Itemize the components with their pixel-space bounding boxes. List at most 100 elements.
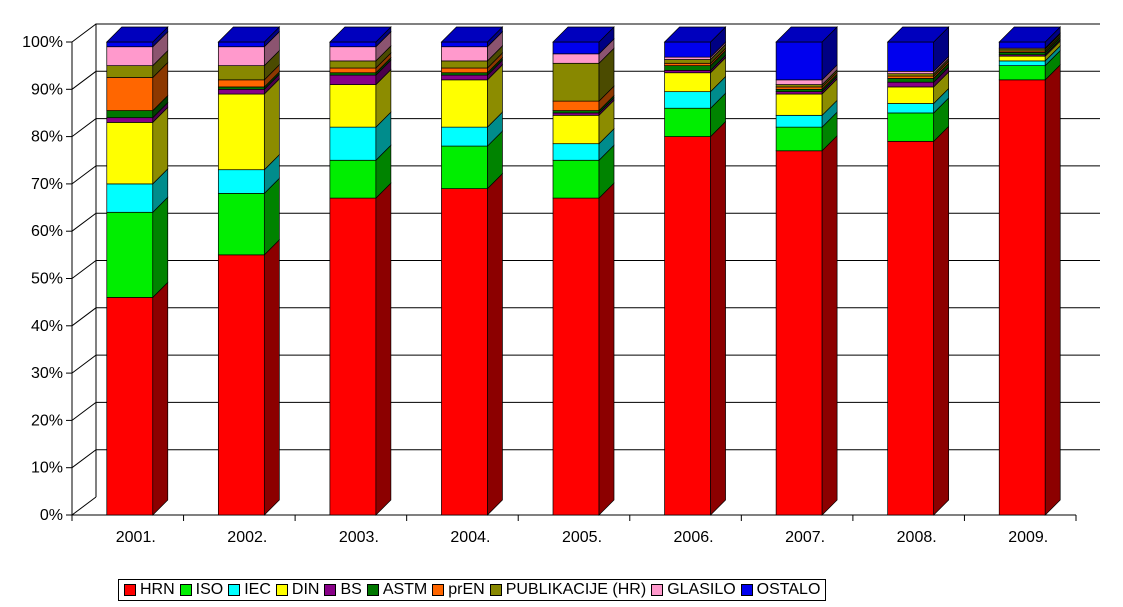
- bar-2005-hrn: [552, 197, 600, 516]
- bar-2009-iec: [998, 60, 1046, 66]
- bar-2003-pren: [329, 67, 377, 74]
- bar-2005-publikacije-hr: [552, 62, 600, 102]
- bar-2006-hrn: [664, 136, 711, 516]
- bar-2006-ostalo: [664, 41, 711, 58]
- bar-2003-ostalo: [329, 41, 377, 48]
- bar-2008-astm: [887, 78, 935, 83]
- legend-swatch: [179, 584, 192, 596]
- bar-2003-glasilo: [329, 46, 377, 62]
- bar-2001-iso: [106, 211, 154, 298]
- bar-2002-glasilo: [217, 46, 265, 66]
- legend-swatch: [740, 584, 753, 596]
- legend-item: ASTM: [366, 581, 428, 599]
- bar-2002-iso: [217, 193, 265, 256]
- bar-2006-din: [664, 72, 711, 93]
- legend-swatch: [275, 584, 288, 596]
- bar-2007-hrn: [775, 150, 823, 516]
- legend-item: IEC: [228, 581, 271, 599]
- y-tick-label: 10%: [31, 460, 63, 477]
- bar-2003-iso: [329, 159, 377, 199]
- bar-2007-top: [775, 26, 838, 43]
- y-tick-label: 50%: [31, 271, 63, 288]
- y-tick-label: 0%: [40, 507, 63, 524]
- legend-label: GLASILO: [667, 581, 736, 598]
- bar-2002-din: [217, 93, 265, 171]
- bar-2001-astm: [106, 110, 154, 119]
- bar-2001-hrn-side: [152, 281, 169, 516]
- bar-2004-publikacije-hr: [441, 60, 488, 69]
- gridline: [71, 354, 1100, 374]
- bar-2003-astm: [329, 72, 377, 76]
- bar-2002-hrn-side: [263, 239, 280, 516]
- legend-label: ASTM: [382, 581, 428, 598]
- floor-edge: [71, 496, 97, 516]
- bar-stack-2004: [440, 26, 504, 516]
- legend-item: ISO: [179, 581, 224, 599]
- bar-2006-astm: [664, 65, 711, 71]
- bar-stack-2001: [105, 26, 169, 516]
- bar-2008-din: [887, 86, 935, 104]
- y-tick-label: 100%: [22, 34, 63, 51]
- gridline: [71, 401, 1100, 421]
- gridline: [71, 23, 1100, 43]
- x-tick-label: 2003.: [339, 529, 379, 546]
- y-tick-label: 90%: [31, 81, 63, 98]
- bar-2003-din: [329, 84, 377, 128]
- bar-2004-iec: [441, 126, 488, 147]
- legend-label: prEN: [448, 581, 485, 598]
- bar-2007-iec: [775, 114, 823, 128]
- bar-2009-astm: [998, 52, 1046, 56]
- bar-2008-iec: [887, 103, 935, 114]
- bar-2005-iec: [552, 143, 600, 161]
- legend: HRN ISO IEC DIN BS ASTM prEN PUBLIKACIJE (HR) GL…: [118, 579, 827, 601]
- bar-2009-iso: [998, 65, 1046, 81]
- legend-swatch: [228, 584, 241, 596]
- bar-stack-2005: [552, 26, 615, 516]
- bar-2003-hrn-side: [375, 182, 392, 516]
- legend-label: IEC: [244, 581, 271, 598]
- x-tick-label: 2008.: [897, 529, 937, 546]
- x-axis-ticks: 2001. 2002. 2003. 2004. 2005. 2006. 2007. 2008.…: [71, 515, 1077, 546]
- bar-2007-iso: [775, 126, 823, 152]
- bar-2006-bs: [664, 70, 711, 74]
- legend-label: ISO: [195, 581, 224, 598]
- legend-item: GLASILO: [651, 581, 736, 599]
- legend-swatch: [651, 584, 664, 596]
- bar-2005-top: [552, 26, 615, 43]
- bar-2008-iso: [887, 112, 935, 142]
- bar-2001-top: [105, 26, 169, 43]
- y-tick-label: 60%: [31, 223, 63, 240]
- gridline: [71, 165, 1100, 185]
- bar-stack-2006: [663, 26, 727, 516]
- bar-2006-publikacije-hr: [664, 59, 711, 64]
- gridline: [71, 118, 1100, 138]
- bar-stack-2003: [329, 26, 392, 516]
- x-tick-label: 2001.: [116, 529, 156, 546]
- bar-2005-bs: [552, 112, 600, 116]
- bar-2008-hrn: [887, 140, 935, 516]
- bar-2004-iso: [441, 145, 488, 189]
- bar-2008-top: [886, 26, 950, 43]
- legend-item: PUBLIKACIJE (HR): [489, 581, 646, 599]
- x-tick-label: 2006.: [674, 529, 714, 546]
- bar-2007-hrn-side: [821, 134, 838, 516]
- legend-label: BS: [340, 581, 362, 598]
- legend-label: DIN: [291, 581, 320, 598]
- bar-2004-hrn-side: [487, 172, 503, 516]
- bar-2005-glasilo: [552, 53, 600, 64]
- y-tick-label: 80%: [31, 129, 63, 146]
- bar-2002-iec: [217, 169, 265, 194]
- bar-2009-hrn: [998, 79, 1046, 516]
- legend-swatch: [432, 584, 445, 596]
- bar-2001-din: [106, 122, 154, 185]
- bar-2003-bs: [329, 74, 377, 85]
- bar-2001-glasilo: [106, 46, 154, 66]
- bar-2009-top: [998, 26, 1062, 43]
- gridlines: [71, 23, 1100, 469]
- bar-2007-pren: [775, 86, 823, 90]
- bar-2005-din: [552, 114, 600, 145]
- bar-2004-astm: [441, 72, 488, 76]
- bar-2001-hrn: [106, 297, 154, 516]
- bar-2008-pren: [887, 75, 935, 79]
- bar-2002-din-side: [263, 78, 280, 171]
